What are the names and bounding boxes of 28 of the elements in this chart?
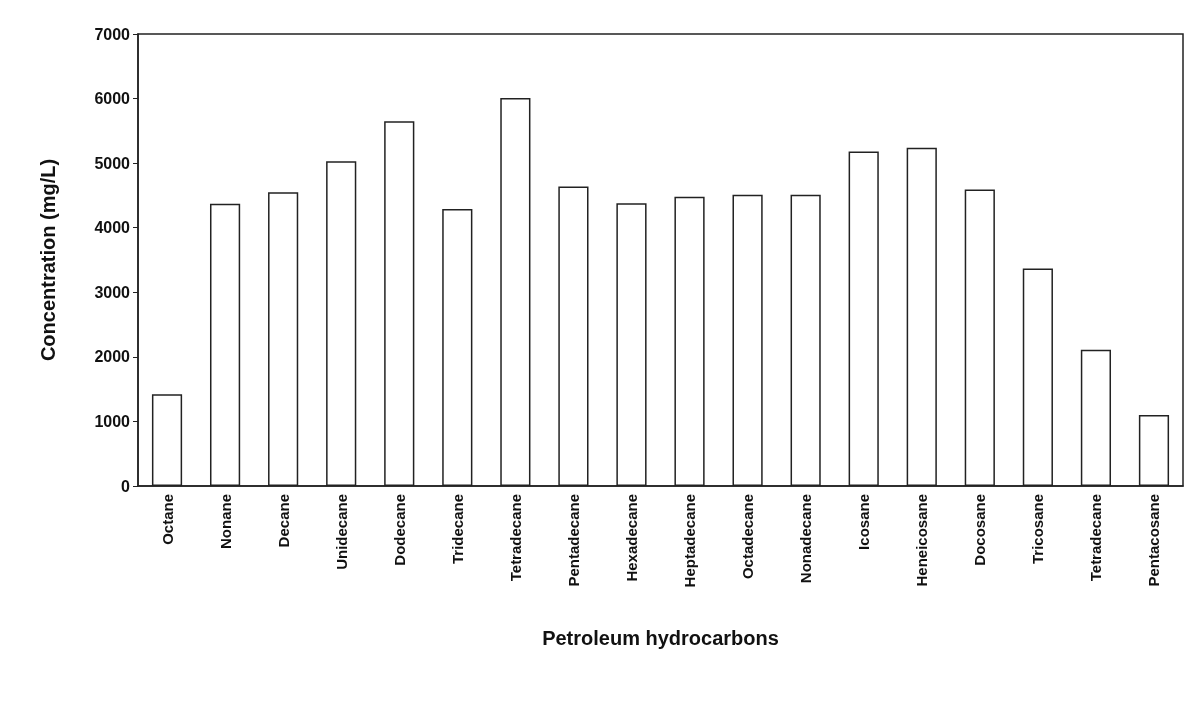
x-tick-label: Decane bbox=[274, 494, 292, 548]
x-tick-label: Icosane bbox=[855, 494, 873, 550]
x-tick-label: Dodecane bbox=[390, 494, 408, 566]
x-tick-label: Tridecane bbox=[448, 494, 466, 565]
x-tick-label: Pentacosane bbox=[1145, 494, 1163, 587]
y-tick-label: 3000 bbox=[94, 283, 131, 301]
y-tick-label: 4000 bbox=[94, 219, 131, 237]
x-tick-label: Nonane bbox=[216, 494, 234, 550]
x-tick-label: Tetradecane bbox=[506, 494, 524, 582]
x-tick-label: Octadecane bbox=[739, 494, 757, 580]
x-tick-label: Docosane bbox=[971, 494, 989, 566]
x-tick-label: Heptadecane bbox=[681, 494, 699, 588]
y-tick-label: 6000 bbox=[94, 90, 131, 108]
x-tick-label: Octane bbox=[158, 494, 176, 545]
x-tick-label: Nonadecane bbox=[797, 494, 815, 584]
x-tick-label: Pentadecane bbox=[564, 494, 582, 587]
y-tick-label: 1000 bbox=[94, 412, 131, 430]
y-tick-label: 5000 bbox=[94, 154, 131, 172]
x-tick-label: Tetradecane bbox=[1087, 494, 1105, 582]
y-tick-label: 7000 bbox=[94, 25, 131, 43]
x-tick-label: Hexadecane bbox=[622, 494, 640, 582]
x-tick-label: Heneicosane bbox=[913, 494, 931, 587]
y-tick-label: 0 bbox=[121, 477, 131, 495]
x-axis-title: Petroleum hydrocarbons bbox=[542, 627, 779, 649]
y-tick-label: 2000 bbox=[94, 348, 131, 366]
x-tick-label: Unidecane bbox=[332, 494, 350, 570]
x-tick-label: Tricosane bbox=[1029, 494, 1047, 565]
y-axis-title: Concentration (mg/L) bbox=[37, 158, 59, 362]
